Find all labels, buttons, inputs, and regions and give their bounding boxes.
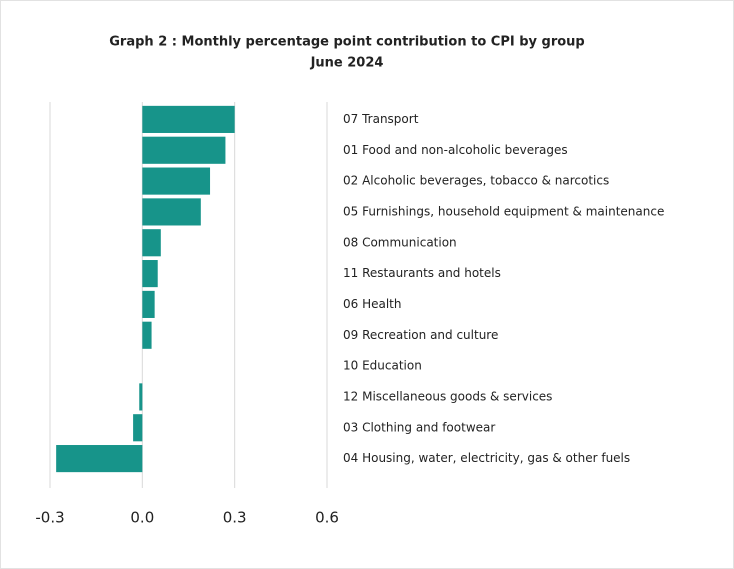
bar — [56, 445, 143, 473]
category-label: 02 Alcoholic beverages, tobacco & narcot… — [343, 174, 609, 188]
x-tick-label: -0.3 — [35, 509, 64, 527]
x-tick-label: 0.6 — [315, 509, 339, 527]
bar — [142, 290, 155, 318]
category-label: 12 Miscellaneous goods & services — [343, 389, 552, 403]
category-label: 08 Communication — [343, 235, 457, 249]
bar — [142, 198, 201, 226]
category-label: 09 Recreation and culture — [343, 328, 498, 342]
bar — [133, 414, 143, 442]
category-label: 07 Transport — [343, 112, 419, 126]
bar — [139, 383, 143, 411]
bar — [142, 229, 161, 257]
category-label: 04 Housing, water, electricity, gas & ot… — [343, 451, 630, 465]
category-label: 01 Food and non-alcoholic beverages — [343, 143, 568, 157]
bar — [142, 105, 235, 133]
bar — [142, 321, 152, 349]
category-label: 05 Furnishings, household equipment & ma… — [343, 204, 664, 218]
chart-title: Graph 2 : Monthly percentage point contr… — [109, 35, 584, 50]
x-tick-label: 0.3 — [223, 509, 247, 527]
category-label: 10 Education — [343, 359, 422, 373]
bar — [142, 167, 211, 195]
category-label: 11 Restaurants and hotels — [343, 266, 501, 280]
category-label: 03 Clothing and footwear — [343, 420, 495, 434]
x-tick-label: 0.0 — [130, 509, 154, 527]
bar — [142, 260, 158, 288]
category-label: 06 Health — [343, 297, 402, 311]
chart-subtitle: June 2024 — [310, 56, 384, 71]
bar — [142, 136, 226, 164]
